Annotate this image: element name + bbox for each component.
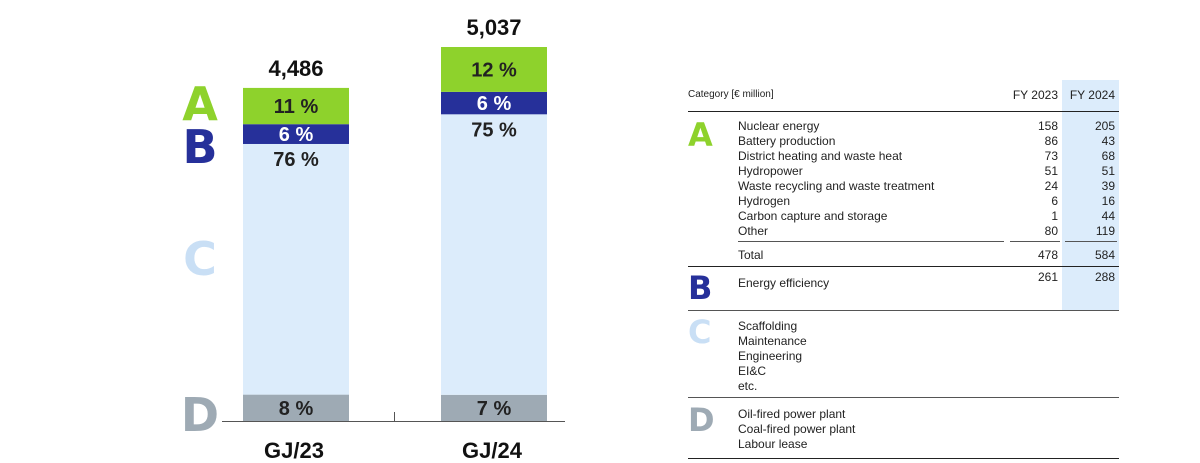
segment-label-c: 75 % <box>471 119 517 141</box>
section-c-item: Engineering <box>738 349 803 363</box>
section-letter-b: B <box>688 269 713 307</box>
section-d-divider <box>688 397 1119 398</box>
chart-letter-d: D <box>181 388 219 442</box>
table-row-fy2023: 86 <box>1044 134 1058 148</box>
total-fy2024: 584 <box>1094 248 1115 262</box>
segment-label-d: 7 % <box>477 398 512 420</box>
table-bottom-rule <box>688 458 1119 459</box>
table-row-fy2023: 80 <box>1044 224 1058 238</box>
segment-label-b: 6 % <box>477 93 512 115</box>
table-row-fy2023: 158 <box>1037 119 1058 133</box>
table-row-fy2024: 119 <box>1095 224 1115 238</box>
table-row-label: Carbon capture and storage <box>738 209 888 223</box>
bar-segment-c <box>441 114 547 395</box>
section-b-divider <box>688 266 1119 267</box>
table-row-label: Nuclear energy <box>738 119 820 133</box>
table-row-fy2024: 44 <box>1101 209 1115 223</box>
category-tick-label: GJ/23 <box>264 438 324 463</box>
bar-total-label: 5,037 <box>466 15 521 40</box>
header-divider <box>688 111 1119 112</box>
table-row-label: Hydrogen <box>738 194 791 208</box>
table-row-fy2023: 1 <box>1051 209 1058 223</box>
bar-segment-c <box>243 143 349 395</box>
section-c-item: Maintenance <box>738 334 807 348</box>
total-label: Total <box>738 248 764 262</box>
chart-letter-c: C <box>183 232 217 286</box>
bar-segment-d <box>441 394 547 421</box>
table-row-fy2024: 43 <box>1101 134 1115 148</box>
section-letter-d: D <box>688 401 715 439</box>
bar-segment-a <box>243 87 349 125</box>
table-row-fy2024: 39 <box>1101 179 1115 193</box>
section-d-item: Coal-fired power plant <box>738 422 856 436</box>
energy-efficiency-fy2023: 261 <box>1037 270 1058 284</box>
subtotal-line-fy2023 <box>1010 241 1060 242</box>
table-row-label: Other <box>738 224 769 238</box>
category-table: Category [€ million] FY 2023 FY 2024 A N… <box>688 80 1119 463</box>
chart-letter-b: B <box>182 120 217 174</box>
table-row-fy2024: 16 <box>1101 194 1115 208</box>
bar-segment-d <box>243 394 349 421</box>
bar-total-label: 4,486 <box>268 56 323 81</box>
table-row-fy2023: 51 <box>1044 164 1058 178</box>
table-row-fy2023: 6 <box>1051 194 1058 208</box>
bar-segment-b <box>441 91 547 115</box>
bar-segment-b <box>243 124 349 144</box>
table-row-label: Waste recycling and waste treatment <box>738 179 935 193</box>
total-fy2023: 478 <box>1037 248 1058 262</box>
section-c-item: EI&C <box>738 364 767 378</box>
stacked-bar-chart: 8 % 76 % 6 % 11 % 4,486 GJ/23 7 % 75 % 6 % 12 % 5,… <box>181 15 565 463</box>
table-header-category: Category [€ million] <box>688 89 774 100</box>
table-row-fy2024: 51 <box>1101 164 1115 178</box>
section-c-divider <box>688 310 1119 311</box>
energy-efficiency-label: Energy efficiency <box>738 276 830 290</box>
segment-label-a: 11 % <box>274 96 319 118</box>
table-row-label: District heating and waste heat <box>738 149 903 163</box>
table-row-fy2024: 205 <box>1094 119 1115 133</box>
table-header-fy2023: FY 2023 <box>1012 88 1058 102</box>
table-row-fy2023: 24 <box>1044 179 1058 193</box>
subtotal-line-label <box>738 241 1004 242</box>
section-letter-a: A <box>688 116 713 154</box>
category-tick-label: GJ/24 <box>462 438 523 463</box>
energy-efficiency-fy2024: 288 <box>1094 270 1115 284</box>
segment-label-b: 6 % <box>279 124 314 146</box>
table-row-fy2024: 68 <box>1101 149 1115 163</box>
subtotal-line-fy2024 <box>1065 241 1117 242</box>
section-d-item: Oil-fired power plant <box>738 407 846 421</box>
table-row-label: Hydropower <box>738 164 803 178</box>
section-c-item: Scaffolding <box>738 319 798 333</box>
section-c-item: etc. <box>738 379 758 393</box>
bar-segment-a <box>441 47 547 92</box>
segment-label-c: 76 % <box>273 149 319 171</box>
chart-letter-a: A <box>182 77 218 131</box>
table-header-fy2024: FY 2024 <box>1069 88 1115 102</box>
table-row-fy2023: 73 <box>1044 149 1058 163</box>
section-letter-c: C <box>688 313 712 351</box>
segment-label-d: 8 % <box>279 398 314 420</box>
segment-label-a: 12 % <box>471 59 517 81</box>
section-d-item: Labour lease <box>738 437 808 451</box>
table-row-label: Battery production <box>738 134 836 148</box>
fy2024-column-highlight <box>1062 80 1119 310</box>
